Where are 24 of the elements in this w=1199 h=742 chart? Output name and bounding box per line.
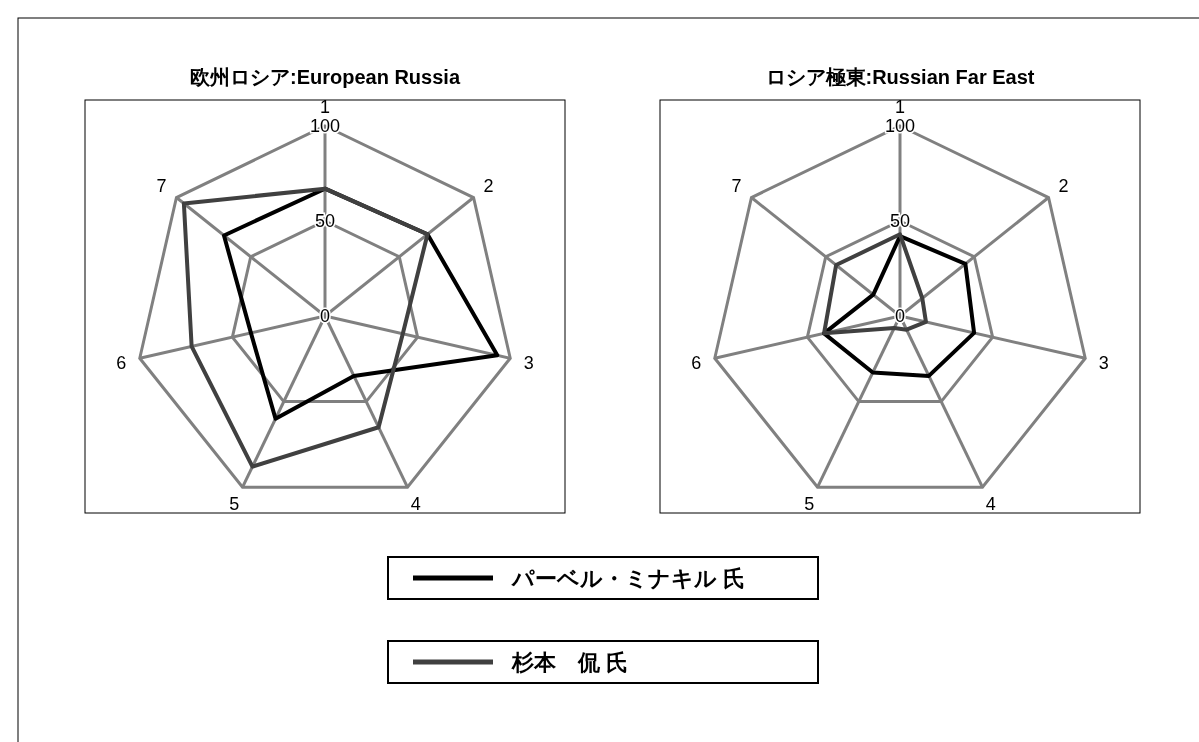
- spoke-label: 7: [156, 175, 167, 196]
- spoke-label: 4: [985, 494, 996, 515]
- y-tick-label: 0: [894, 306, 906, 326]
- y-tick-label: 100: [309, 116, 341, 136]
- spoke-label: 5: [229, 494, 240, 515]
- spoke-label: 5: [804, 494, 815, 515]
- spoke-label: 4: [410, 494, 421, 515]
- y-tick-label: 50: [314, 211, 336, 231]
- spoke-label: 6: [116, 352, 127, 373]
- legend-label: 杉本 侃 氏: [511, 650, 629, 675]
- y-tick-label: 0: [319, 306, 331, 326]
- spoke-label: 2: [483, 175, 494, 196]
- spoke-label: 7: [731, 175, 742, 196]
- spoke-label: 6: [691, 352, 702, 373]
- y-tick-label: 50: [889, 211, 911, 231]
- y-tick-label: 100: [884, 116, 916, 136]
- spoke-label: 3: [1098, 352, 1109, 373]
- legend-label: パーベル・ミナキル 氏: [511, 566, 746, 591]
- spoke-label: 1: [319, 97, 331, 117]
- spoke-label: 1: [894, 97, 906, 117]
- spoke-label: 2: [1058, 175, 1069, 196]
- chart-title: 欧州ロシア:European Russia: [189, 66, 461, 88]
- chart-title: ロシア極東:Russian Far East: [765, 66, 1035, 88]
- spoke-label: 3: [523, 352, 534, 373]
